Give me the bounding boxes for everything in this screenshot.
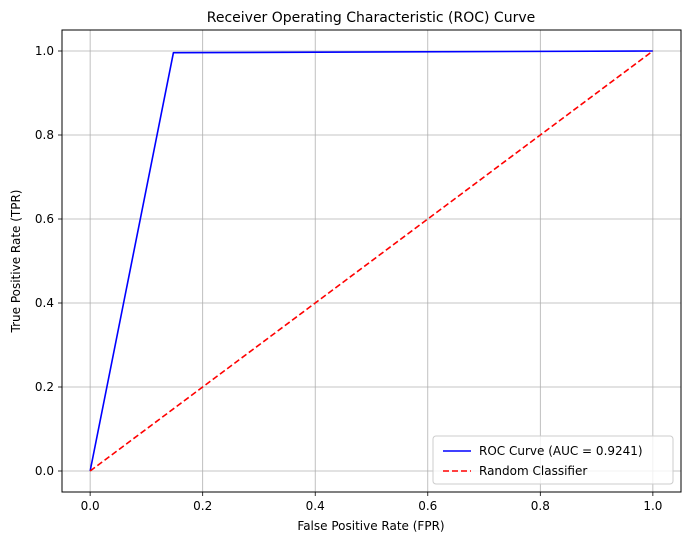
y-tick-label: 0.0: [35, 464, 54, 478]
random-classifier-line: [89, 50, 654, 472]
y-tick-label: 1.0: [35, 44, 54, 58]
y-tick-label: 0.4: [35, 296, 54, 310]
series-layer: [89, 50, 654, 472]
roc-curve-line: [89, 50, 653, 472]
x-tick-label: 1.0: [643, 499, 662, 513]
x-tick-label: 0.4: [306, 499, 325, 513]
y-tick-label: 0.8: [35, 128, 54, 142]
x-axis-label: False Positive Rate (FPR): [297, 519, 444, 533]
x-tick-label: 0.2: [193, 499, 212, 513]
y-axis-ticks: 0.0 0.2 0.4 0.6 0.8 1.0: [35, 44, 62, 478]
x-tick-label: 0.6: [418, 499, 437, 513]
x-tick-label: 0.8: [531, 499, 550, 513]
legend-label-roc: ROC Curve (AUC = 0.9241): [479, 444, 643, 458]
legend-box: [432, 435, 674, 485]
legend-label-random: Random Classifier: [479, 464, 587, 478]
plot-frame: [61, 29, 682, 493]
y-axis-label: True Positive Rate (TPR): [9, 190, 23, 334]
y-tick-label: 0.6: [35, 212, 54, 226]
y-tick-label: 0.2: [35, 380, 54, 394]
x-tick-label: 0.0: [81, 499, 100, 513]
chart-title: Receiver Operating Characteristic (ROC) …: [207, 10, 536, 26]
legend: ROC Curve (AUC = 0.9241) Random Classifi…: [432, 435, 674, 485]
x-axis-ticks: 0.0 0.2 0.4 0.6 0.8 1.0: [81, 492, 662, 513]
